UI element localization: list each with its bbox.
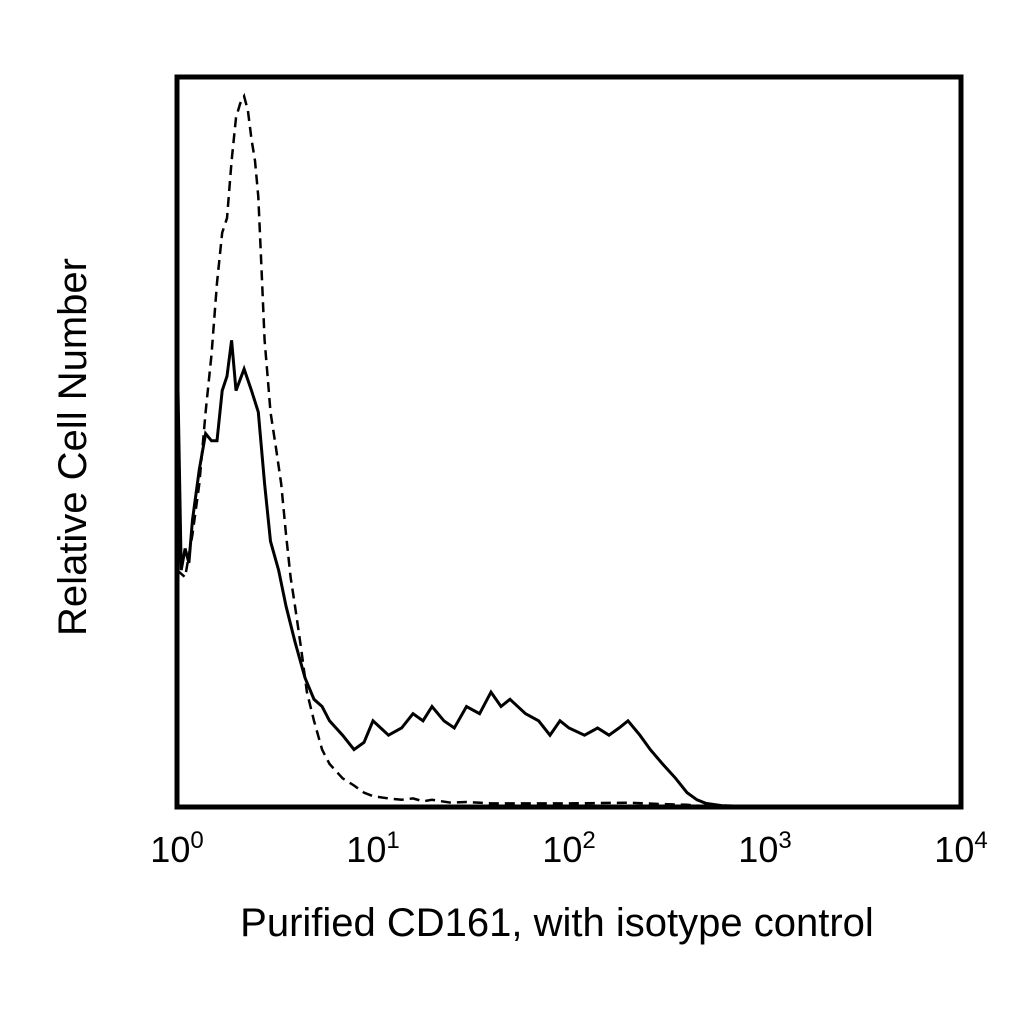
series-layer	[175, 92, 961, 809]
x-tick-label: 101	[346, 827, 399, 870]
x-tick-label: 104	[934, 827, 987, 870]
cd161-histogram	[175, 333, 961, 809]
x-tick-label: 100	[150, 827, 203, 870]
x-tick-labels: 100 101 102 103 104	[150, 827, 987, 870]
x-tick-label: 102	[542, 827, 595, 870]
plot-frame	[174, 74, 964, 810]
isotype-control-histogram	[176, 92, 961, 809]
x-axis-label: Purified CD161, with isotype control	[240, 901, 874, 945]
x-tick-label: 103	[738, 827, 791, 870]
y-axis-label: Relative Cell Number	[51, 258, 95, 636]
